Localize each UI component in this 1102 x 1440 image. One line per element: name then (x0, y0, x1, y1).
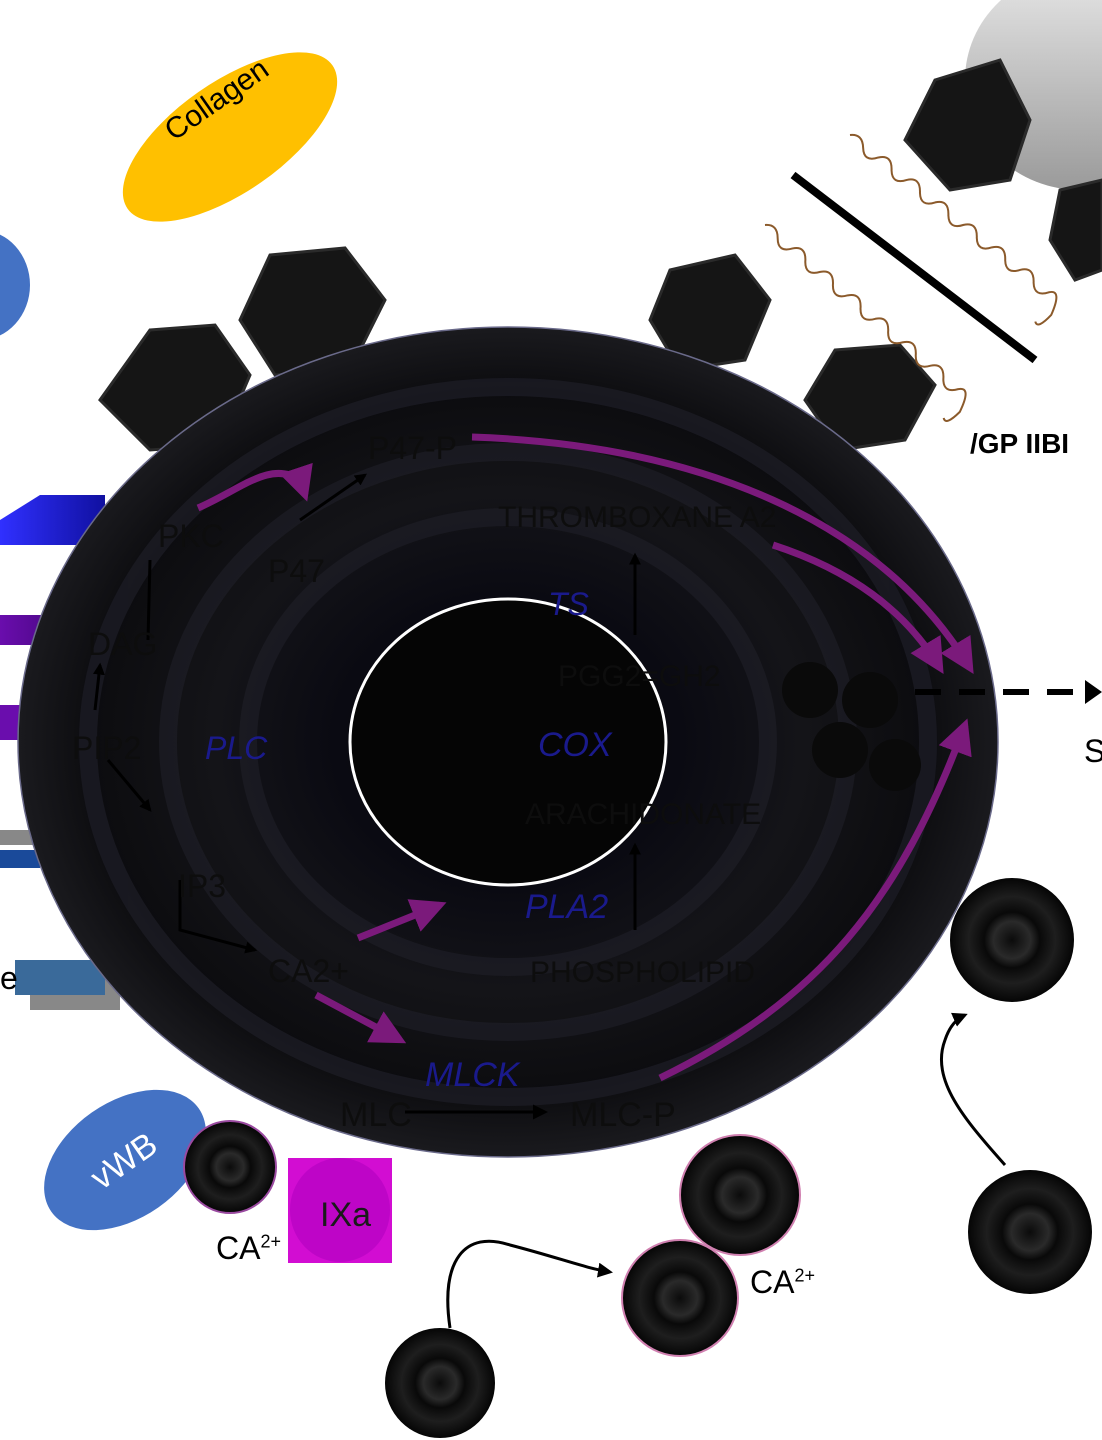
factor-bead (679, 1134, 801, 1256)
ts-label: TS (548, 586, 589, 622)
hexagon-icon (903, 58, 1032, 192)
p47-label: P47 (268, 553, 325, 589)
factor-bead (183, 1120, 277, 1214)
mlcp-label: MLC-P (570, 1096, 676, 1134)
ixa-label: IXa (320, 1196, 372, 1234)
receptor-label: /GP IIBI (970, 428, 1070, 459)
left-edge-text: e (0, 960, 18, 996)
black-arrows (92, 473, 641, 1120)
hexagon-receptors (98, 58, 1102, 452)
cox-label: COX (538, 726, 612, 764)
thromboxane-label: THROMBOXANE A2 (498, 501, 777, 534)
arachidonate-label: ARACHIDONATE (525, 798, 762, 831)
cascade-arrow (446, 1239, 613, 1329)
phospholipid-label: PHOSPHOLIPID (530, 956, 756, 989)
pkc-label: PKC (158, 518, 224, 554)
secretion-bubbles (782, 662, 921, 791)
secretion-arrow (915, 680, 1102, 704)
hexagon-icon (1048, 178, 1102, 282)
cell-rings (79, 378, 937, 1106)
fibrin-rod (790, 171, 1038, 364)
plc-label: PLC (205, 730, 268, 766)
vwb-ellipse (44, 1089, 206, 1231)
cascade-arrow (939, 1012, 1007, 1166)
hexagon-icon (803, 343, 937, 452)
hexagon-icon (648, 253, 772, 372)
pla2-label: PLA2 (525, 888, 609, 926)
ca-inner-label: CA2+ (268, 953, 349, 989)
collagen-fiber (849, 133, 1058, 326)
mlc-label: MLC (340, 1096, 412, 1134)
factor-bead (621, 1239, 739, 1357)
ca-left-label: CA2+ (216, 1230, 281, 1266)
purple-arrows (196, 433, 974, 1082)
inner-granule (348, 597, 668, 887)
factor-beads (183, 878, 1092, 1438)
dag-label: DAG (88, 626, 158, 662)
collagen-ellipse (122, 52, 338, 222)
pgg2-label: PGG2=GH2 (558, 660, 721, 693)
collagen-fiber (764, 223, 967, 422)
left-blue-shape (0, 234, 30, 336)
ca-right-label: CA2+ (750, 1264, 815, 1300)
factor-bead (950, 878, 1074, 1002)
p47p-label: P47-P (368, 430, 457, 466)
factor-bead (385, 1328, 495, 1438)
right-edge-text: S (1084, 733, 1102, 769)
ip3-label: IP3 (178, 868, 227, 904)
pip2-label: PIP2 (72, 730, 142, 766)
mlck-label: MLCK (425, 1056, 520, 1094)
factor-bead (968, 1170, 1092, 1294)
